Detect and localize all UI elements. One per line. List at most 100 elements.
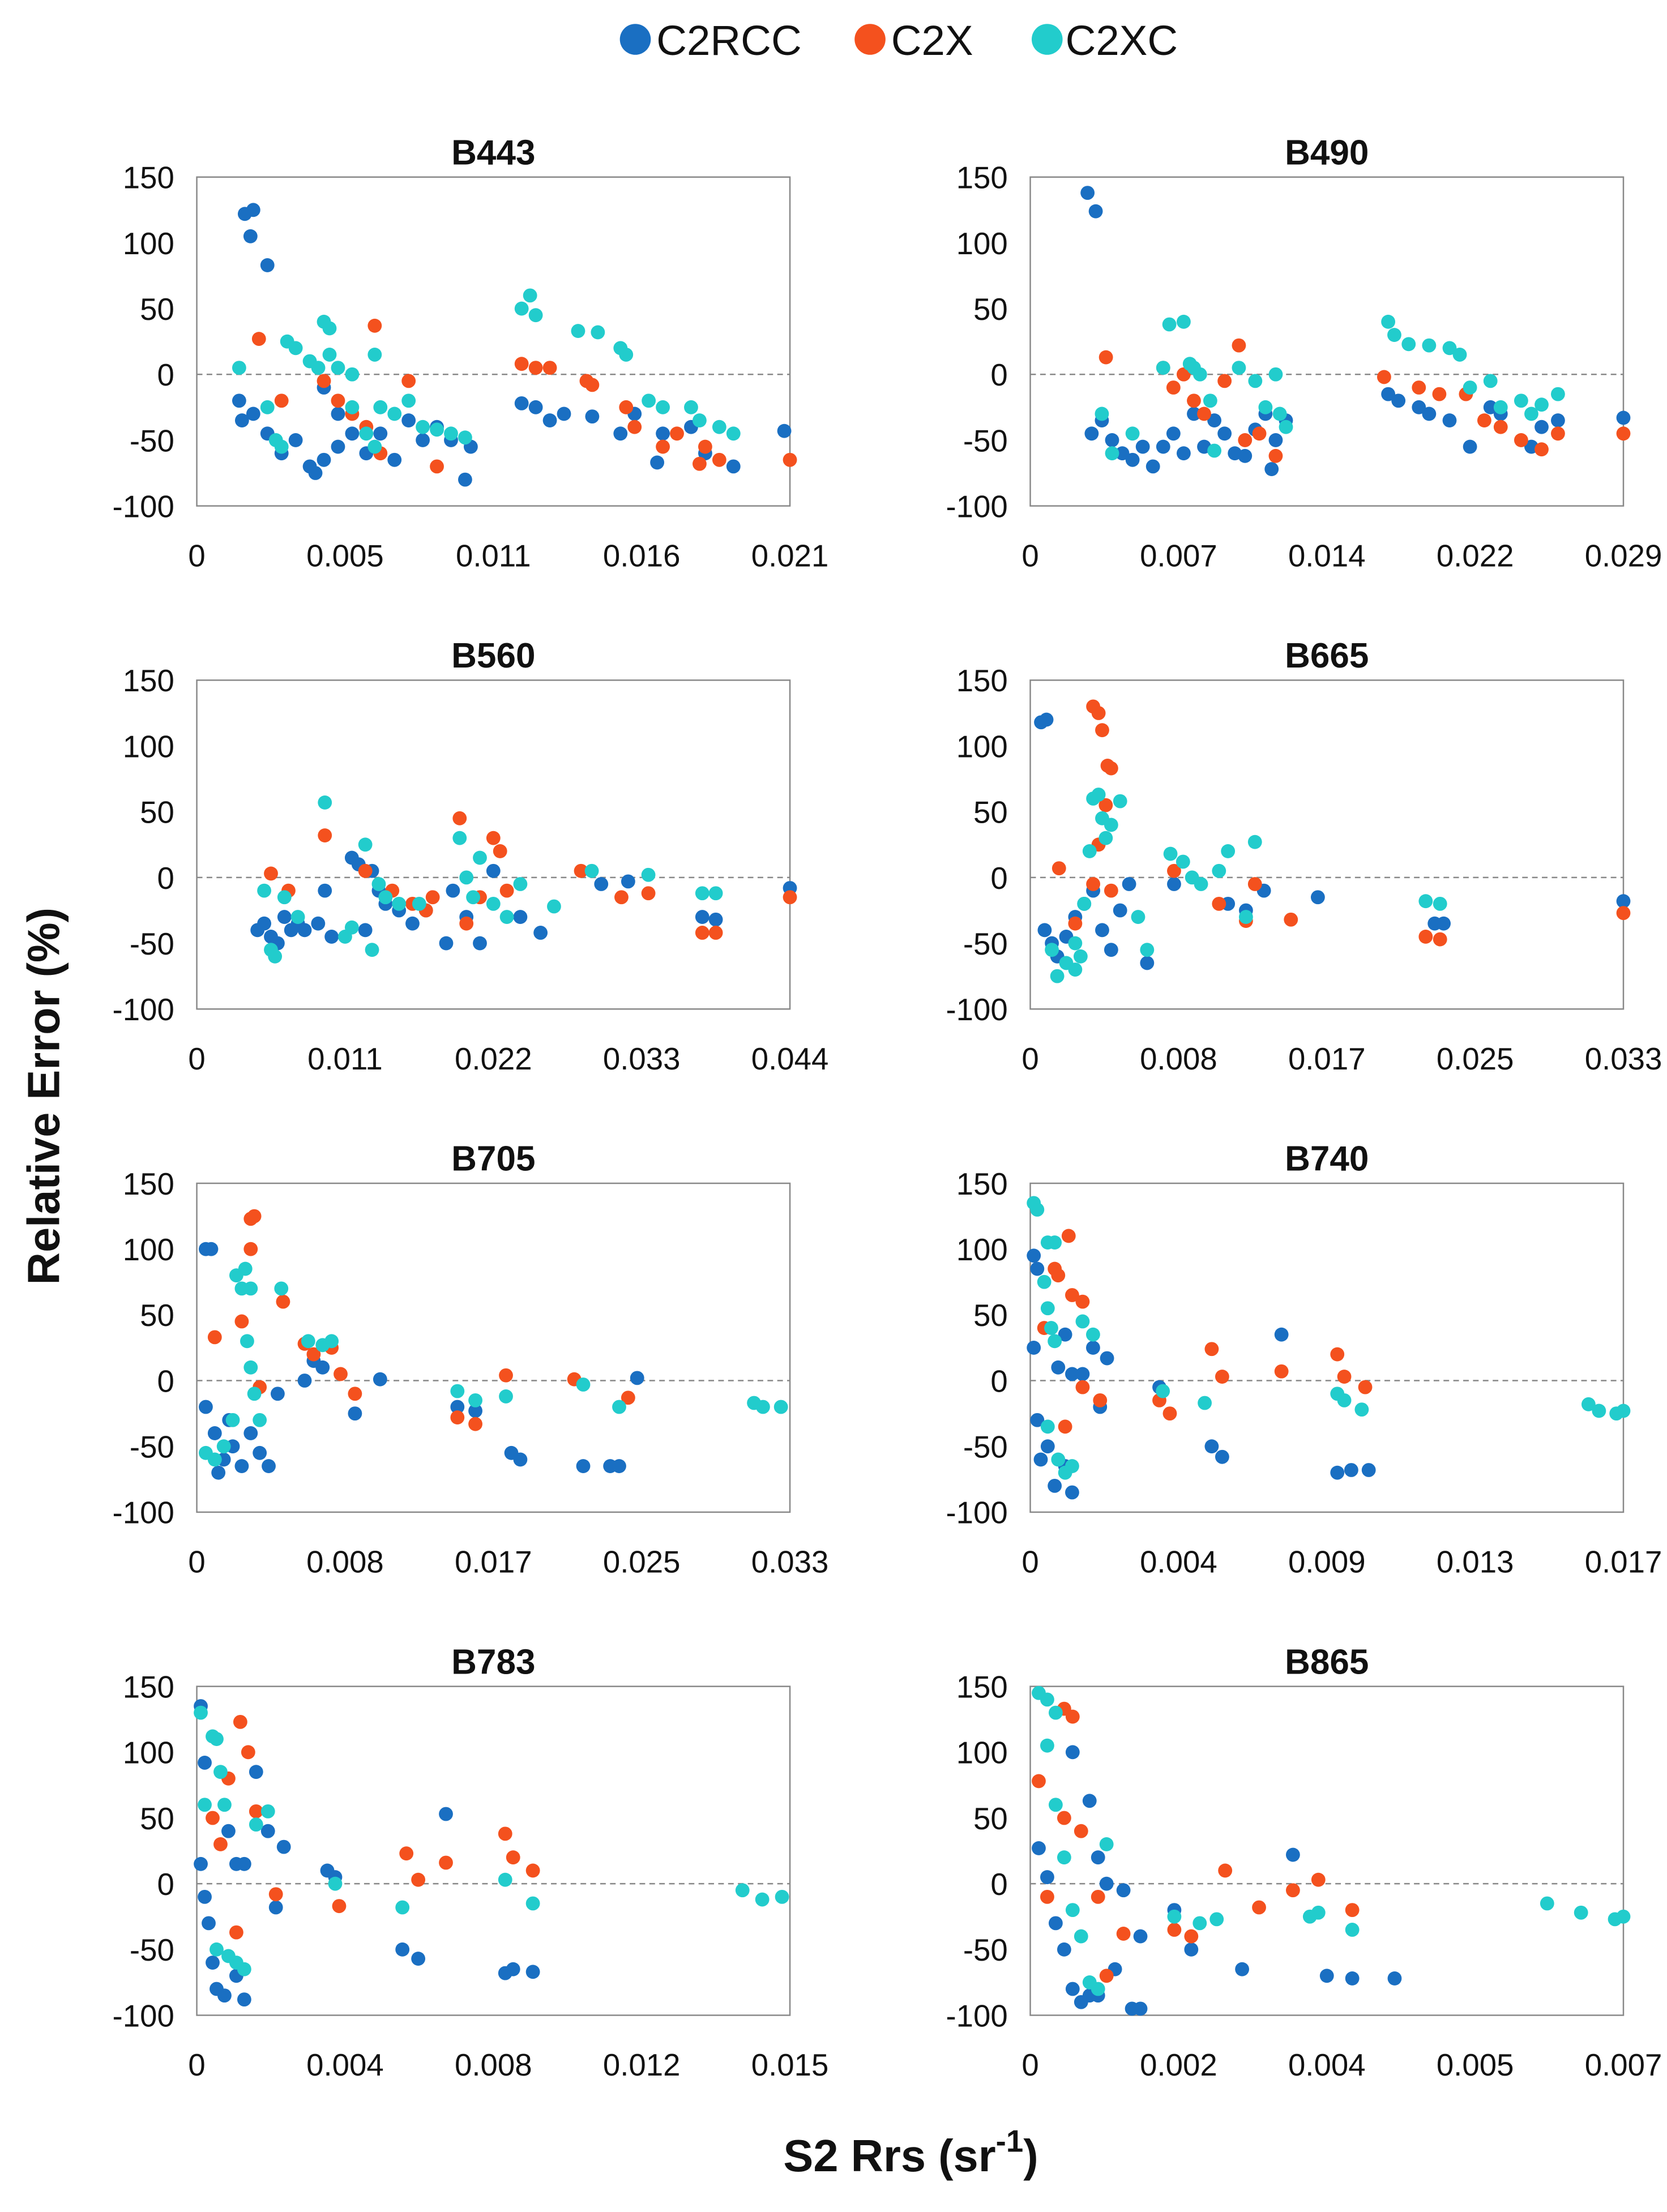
- panel-b740: B740 150 100 50 0 -50 -100 0 0.004 0.009 0.013 0.01…: [946, 1140, 1662, 1580]
- data-point-c2x: [459, 916, 474, 931]
- panel-b865: B865 150 100 50 0 -50 -100 0 0.002 0.004 0.005 0.00…: [946, 1642, 1662, 2082]
- data-point-c2xc: [1073, 949, 1088, 964]
- data-point-c2x: [1285, 1883, 1300, 1898]
- data-point-c2x: [574, 863, 588, 878]
- data-point-c2x: [1204, 1342, 1219, 1357]
- data-point-c2rcc: [234, 413, 249, 427]
- data-point-c2rcc: [1177, 446, 1191, 461]
- data-point-c2xc: [1177, 314, 1191, 329]
- data-point-c2xc: [591, 325, 605, 340]
- data-point-c2xc: [1279, 420, 1293, 434]
- y-tick-label: 100: [123, 1233, 174, 1267]
- data-point-c2rcc: [468, 1404, 482, 1418]
- data-point-c2xc: [1091, 1982, 1105, 1996]
- data-point-c2xc: [466, 890, 481, 905]
- data-point-c2rcc: [1217, 426, 1232, 441]
- data-point-c2x: [1057, 1811, 1071, 1825]
- data-point-c2rcc: [1032, 1841, 1046, 1855]
- data-point-c2xc: [1418, 894, 1433, 909]
- data-point-c2rcc: [253, 1445, 267, 1460]
- x-tick-label: 0.025: [1437, 1042, 1514, 1076]
- data-point-c2xc: [1051, 1452, 1066, 1467]
- data-point-c2xc: [1616, 1909, 1631, 1924]
- data-point-c2rcc: [1381, 387, 1396, 401]
- data-point-c2xc: [268, 949, 283, 964]
- data-point-c2x: [621, 1390, 635, 1405]
- data-point-c2xc: [775, 1889, 789, 1904]
- data-point-c2rcc: [1463, 439, 1477, 454]
- data-point-c2xc: [486, 896, 501, 911]
- data-point-c2rcc: [207, 1426, 222, 1440]
- x-tick-label: 0.011: [456, 538, 531, 573]
- data-point-c2x: [1433, 932, 1447, 947]
- data-point-c2xc: [1065, 1903, 1080, 1918]
- data-point-c2xc: [371, 877, 386, 891]
- data-point-c2xc: [1581, 1397, 1596, 1411]
- data-point-c2x: [695, 926, 709, 940]
- data-point-c2xc: [1156, 1384, 1170, 1398]
- data-point-c2rcc: [726, 459, 741, 474]
- data-point-c2xc: [1207, 443, 1222, 458]
- data-point-c2xc: [290, 910, 305, 925]
- data-point-c2x: [348, 1387, 362, 1401]
- data-point-c2x: [399, 1846, 414, 1861]
- data-point-c2xc: [1221, 844, 1236, 858]
- data-point-c2rcc: [528, 400, 543, 414]
- x-tick-label: 0.021: [751, 538, 829, 573]
- data-point-c2xc: [656, 400, 670, 414]
- panel-b665: B665 150 100 50 0 -50 -100 0 0.008 0.017 0.025 0.03…: [946, 636, 1662, 1076]
- data-point-c2rcc: [1030, 1413, 1045, 1427]
- data-point-c2xc: [584, 863, 599, 878]
- data-point-c2x: [1358, 1380, 1373, 1394]
- x-tick-label: 0: [188, 1042, 205, 1076]
- y-tick-label: 100: [956, 729, 1008, 764]
- panel-title: B490: [1285, 133, 1369, 172]
- data-point-c2xc: [260, 400, 275, 414]
- data-point-c2xc: [328, 1876, 343, 1891]
- data-point-c2xc: [210, 1732, 224, 1746]
- data-point-c2rcc: [1048, 1478, 1062, 1493]
- data-point-c2xc: [253, 1413, 267, 1427]
- data-point-c2x: [411, 1872, 426, 1887]
- y-tick-label: -50: [130, 1933, 174, 1967]
- data-point-c2rcc: [331, 407, 345, 421]
- series-c2xc: [194, 1705, 789, 1976]
- x-tick-label: 0: [188, 538, 205, 573]
- y-tick-label: 0: [990, 358, 1007, 392]
- data-point-c2rcc: [1437, 916, 1451, 931]
- data-point-c2x: [1284, 912, 1298, 927]
- data-point-c2rcc: [234, 1459, 249, 1473]
- y-tick-label: 0: [990, 1364, 1007, 1398]
- data-point-c2xc: [365, 943, 379, 957]
- data-point-c2x: [1218, 1863, 1233, 1878]
- x-tick-label: 0.009: [1288, 1545, 1366, 1580]
- data-point-c2xc: [198, 1798, 212, 1812]
- data-point-c2x: [213, 1837, 228, 1851]
- data-point-c2rcc: [594, 877, 609, 891]
- x-tick-label: 0.005: [306, 538, 384, 573]
- x-tick-label: 0.012: [603, 2048, 681, 2082]
- data-point-c2rcc: [576, 1459, 591, 1473]
- data-point-c2xc: [238, 1261, 253, 1276]
- data-point-c2xc: [735, 1883, 750, 1898]
- data-point-c2rcc: [1442, 413, 1457, 427]
- data-point-c2xc: [243, 1360, 258, 1375]
- data-point-c2xc: [726, 426, 741, 441]
- data-point-c2rcc: [411, 1952, 426, 1966]
- data-point-c2xc: [1099, 1837, 1114, 1851]
- y-tick-label: 150: [123, 664, 174, 698]
- legend-label-c2rcc: C2RCC: [656, 17, 801, 64]
- data-point-c2x: [318, 828, 332, 842]
- data-point-c2rcc: [695, 910, 709, 925]
- data-point-c2rcc: [416, 433, 430, 447]
- data-point-c2rcc: [1048, 1916, 1063, 1931]
- data-point-c2xc: [1068, 962, 1083, 977]
- data-point-c2x: [1212, 896, 1226, 911]
- data-point-c2rcc: [270, 1387, 285, 1401]
- data-point-c2xc: [1030, 1203, 1045, 1217]
- data-point-c2rcc: [1065, 1367, 1079, 1381]
- data-point-c2xc: [1463, 380, 1477, 395]
- data-point-c2x: [614, 890, 629, 905]
- data-point-c2rcc: [656, 426, 670, 441]
- data-point-c2xc: [1387, 328, 1401, 342]
